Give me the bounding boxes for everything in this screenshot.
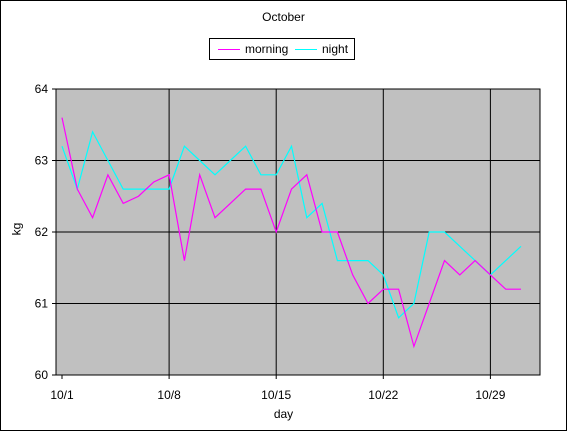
- legend: morning night: [209, 38, 355, 60]
- x-tick-label: 10/22: [368, 388, 398, 402]
- x-axis-label: day: [273, 407, 294, 421]
- chart-title: October: [262, 10, 305, 24]
- y-tick-label: 62: [35, 225, 49, 239]
- y-tick-label: 61: [35, 297, 49, 311]
- series-line-night: [61, 130, 522, 319]
- legend-item-night: night: [295, 42, 348, 56]
- legend-item-morning: morning: [218, 42, 288, 56]
- x-tick-label: 10/1: [50, 388, 74, 402]
- x-tick-label: 10/15: [261, 388, 291, 402]
- legend-label-night: night: [322, 42, 349, 56]
- legend-label-morning: morning: [245, 42, 289, 56]
- y-axis-label: kg: [9, 222, 24, 236]
- y-tick-label: 63: [35, 154, 49, 168]
- legend-swatch-night: [295, 48, 317, 50]
- x-tick-label: 10/29: [475, 388, 505, 402]
- x-tick-label: 10/8: [157, 388, 181, 402]
- y-tick-label: 64: [35, 82, 49, 96]
- series-line-morning: [61, 117, 521, 349]
- legend-swatch-morning: [218, 48, 240, 50]
- y-tick-label: 60: [35, 368, 49, 382]
